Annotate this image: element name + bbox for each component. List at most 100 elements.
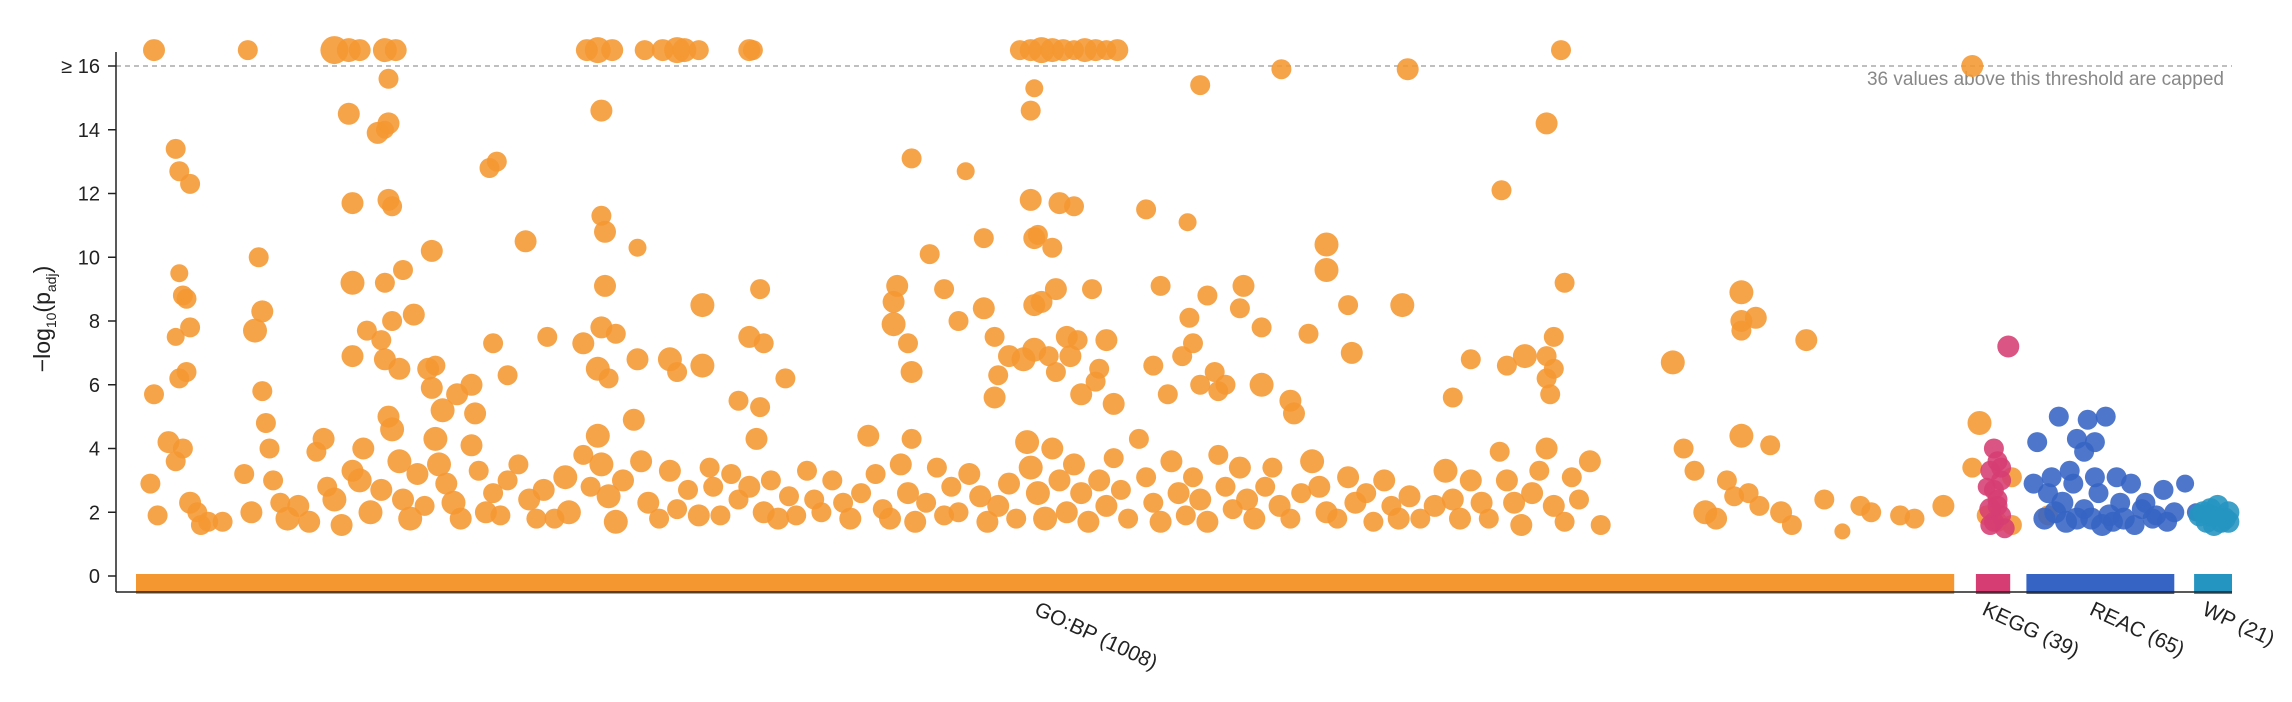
- data-point-go-bp[interactable]: [1030, 290, 1053, 313]
- data-point-go-bp[interactable]: [380, 417, 405, 442]
- data-point-go-bp[interactable]: [690, 353, 715, 378]
- data-point-go-bp[interactable]: [1410, 508, 1431, 529]
- data-point-go-bp[interactable]: [243, 318, 267, 343]
- data-point-go-bp[interactable]: [976, 510, 999, 533]
- data-point-go-bp[interactable]: [251, 300, 274, 323]
- source-bar-kegg[interactable]: [1975, 574, 2011, 594]
- data-point-go-bp[interactable]: [779, 486, 799, 507]
- data-point-go-bp[interactable]: [553, 465, 578, 490]
- data-point-go-bp[interactable]: [658, 459, 681, 482]
- data-point-go-bp[interactable]: [590, 99, 613, 122]
- data-point-go-bp[interactable]: [601, 39, 624, 62]
- data-point-reac[interactable]: [2088, 483, 2109, 504]
- data-point-go-bp[interactable]: [1150, 275, 1171, 296]
- data-point-go-bp[interactable]: [1491, 180, 1512, 201]
- data-point-go-bp[interactable]: [626, 348, 649, 371]
- data-point-go-bp[interactable]: [1063, 453, 1085, 476]
- data-point-go-bp[interactable]: [934, 279, 955, 300]
- data-point-go-bp[interactable]: [742, 40, 763, 61]
- data-point-reac[interactable]: [2095, 406, 2116, 427]
- data-point-go-bp[interactable]: [402, 303, 425, 326]
- data-point-go-bp[interactable]: [460, 373, 483, 396]
- data-point-reac[interactable]: [2084, 467, 2105, 488]
- data-point-go-bp[interactable]: [589, 452, 614, 477]
- data-point-go-bp[interactable]: [347, 468, 372, 493]
- data-point-go-bp[interactable]: [1338, 295, 1359, 316]
- data-point-go-bp[interactable]: [941, 476, 962, 497]
- data-point-go-bp[interactable]: [900, 361, 923, 383]
- data-point-go-bp[interactable]: [1189, 488, 1212, 511]
- data-point-go-bp[interactable]: [425, 355, 446, 376]
- data-point-go-bp[interactable]: [1760, 435, 1781, 456]
- data-point-go-bp[interactable]: [1015, 430, 1040, 455]
- data-point-go-bp[interactable]: [430, 398, 455, 423]
- data-point-reac[interactable]: [2077, 409, 2098, 430]
- data-point-go-bp[interactable]: [366, 121, 389, 144]
- data-point-go-bp[interactable]: [1932, 494, 1955, 517]
- data-point-go-bp[interactable]: [374, 272, 395, 293]
- data-point-go-bp[interactable]: [1103, 448, 1124, 469]
- data-point-go-bp[interactable]: [1208, 444, 1229, 465]
- source-bar-wp[interactable]: [2194, 574, 2232, 594]
- data-point-go-bp[interactable]: [585, 423, 610, 448]
- data-point-go-bp[interactable]: [690, 293, 715, 318]
- data-point-go-bp[interactable]: [1551, 40, 1571, 61]
- data-point-go-bp[interactable]: [1283, 402, 1305, 425]
- data-point-go-bp[interactable]: [1337, 466, 1360, 489]
- data-point-go-bp[interactable]: [672, 38, 697, 63]
- data-point-go-bp[interactable]: [728, 390, 749, 411]
- data-point-go-bp[interactable]: [703, 476, 724, 497]
- data-point-go-bp[interactable]: [901, 428, 922, 449]
- data-point-go-bp[interactable]: [508, 454, 529, 475]
- data-point-go-bp[interactable]: [1327, 508, 1348, 529]
- data-point-go-bp[interactable]: [1175, 505, 1196, 526]
- data-point-go-bp[interactable]: [1442, 387, 1463, 408]
- data-point-go-bp[interactable]: [738, 475, 761, 498]
- data-point-go-bp[interactable]: [969, 485, 992, 508]
- data-point-kegg[interactable]: [1997, 335, 2020, 358]
- data-point-go-bp[interactable]: [710, 505, 731, 526]
- data-point-go-bp[interactable]: [1262, 457, 1283, 478]
- data-point-go-bp[interactable]: [1059, 345, 1082, 368]
- data-point-go-bp[interactable]: [1512, 344, 1537, 369]
- data-point-go-bp[interactable]: [775, 368, 796, 389]
- data-point-go-bp[interactable]: [337, 102, 360, 125]
- data-point-go-bp[interactable]: [1967, 411, 1992, 435]
- data-point-go-bp[interactable]: [594, 274, 616, 297]
- data-point-go-bp[interactable]: [1228, 456, 1251, 479]
- data-point-go-bp[interactable]: [667, 499, 688, 520]
- data-point-go-bp[interactable]: [1082, 279, 1102, 300]
- data-point-go-bp[interactable]: [1025, 79, 1044, 98]
- data-point-go-bp[interactable]: [998, 472, 1020, 495]
- data-point-go-bp[interactable]: [1038, 346, 1059, 367]
- data-point-reac[interactable]: [2048, 406, 2069, 427]
- data-point-go-bp[interactable]: [1149, 510, 1172, 533]
- data-point-wp[interactable]: [2217, 510, 2240, 533]
- data-point-go-bp[interactable]: [1077, 510, 1100, 533]
- data-point-go-bp[interactable]: [649, 508, 670, 529]
- data-point-go-bp[interactable]: [760, 470, 781, 491]
- source-bar-go-bp[interactable]: [136, 574, 1955, 594]
- data-point-go-bp[interactable]: [180, 317, 201, 338]
- data-point-go-bp[interactable]: [972, 297, 995, 320]
- data-point-go-bp[interactable]: [882, 290, 905, 313]
- data-point-go-bp[interactable]: [983, 386, 1006, 409]
- data-point-go-bp[interactable]: [1449, 507, 1471, 530]
- data-point-go-bp[interactable]: [1045, 362, 1066, 382]
- data-point-go-bp[interactable]: [166, 327, 185, 346]
- data-point-go-bp[interactable]: [1251, 317, 1272, 338]
- data-point-go-bp[interactable]: [1716, 470, 1737, 491]
- data-point-go-bp[interactable]: [388, 357, 411, 380]
- data-point-kegg[interactable]: [1987, 495, 2008, 516]
- data-point-go-bp[interactable]: [1095, 329, 1118, 352]
- data-point-go-bp[interactable]: [1521, 482, 1544, 505]
- data-point-go-bp[interactable]: [423, 426, 448, 451]
- data-point-go-bp[interactable]: [667, 362, 688, 382]
- data-point-reac[interactable]: [2074, 441, 2095, 462]
- data-point-go-bp[interactable]: [987, 494, 1010, 517]
- data-point-go-bp[interactable]: [356, 320, 377, 341]
- data-point-go-bp[interactable]: [1300, 449, 1325, 474]
- data-point-go-bp[interactable]: [598, 368, 619, 389]
- data-point-go-bp[interactable]: [172, 438, 193, 459]
- data-point-go-bp[interactable]: [572, 332, 595, 355]
